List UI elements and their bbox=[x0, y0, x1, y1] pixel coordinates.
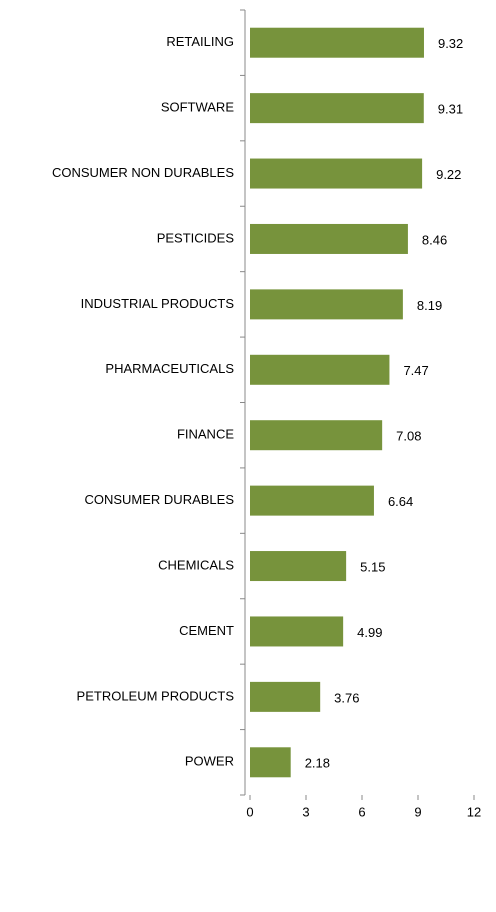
y-tick-label: CHEMICALS bbox=[158, 557, 234, 572]
y-tick-label: CEMENT bbox=[179, 623, 234, 638]
y-tick-label: POWER bbox=[185, 754, 234, 769]
bar bbox=[250, 616, 344, 647]
bar bbox=[250, 681, 321, 712]
bar bbox=[250, 747, 291, 778]
value-label: 8.46 bbox=[422, 232, 447, 247]
bar bbox=[250, 27, 424, 58]
y-tick-label: PESTICIDES bbox=[157, 230, 235, 245]
y-tick-label: PHARMACEUTICALS bbox=[105, 361, 234, 376]
x-tick-label: 6 bbox=[358, 804, 365, 819]
y-tick-label: CONSUMER DURABLES bbox=[84, 492, 234, 507]
y-tick-label: FINANCE bbox=[177, 427, 234, 442]
y-tick-label: PETROLEUM PRODUCTS bbox=[77, 688, 235, 703]
bar bbox=[250, 223, 408, 254]
bar bbox=[250, 93, 424, 124]
bar bbox=[250, 354, 390, 385]
value-label: 6.64 bbox=[388, 494, 413, 509]
value-label: 9.22 bbox=[436, 167, 461, 182]
y-tick-label: SOFTWARE bbox=[161, 100, 235, 115]
y-tick-label: RETAILING bbox=[166, 34, 234, 49]
y-tick-label: INDUSTRIAL PRODUCTS bbox=[81, 296, 235, 311]
x-tick-label: 9 bbox=[414, 804, 421, 819]
x-tick-label: 12 bbox=[467, 804, 481, 819]
bar bbox=[250, 420, 383, 451]
value-label: 5.15 bbox=[360, 559, 385, 574]
bar bbox=[250, 485, 374, 516]
x-tick-label: 0 bbox=[246, 804, 253, 819]
value-label: 2.18 bbox=[305, 756, 330, 771]
y-tick-label: CONSUMER NON DURABLES bbox=[52, 165, 234, 180]
bar bbox=[250, 289, 403, 320]
bar bbox=[250, 158, 423, 189]
x-tick-label: 3 bbox=[302, 804, 309, 819]
value-label: 7.47 bbox=[403, 363, 428, 378]
value-label: 7.08 bbox=[396, 429, 421, 444]
value-label: 3.76 bbox=[334, 690, 359, 705]
value-label: 4.99 bbox=[357, 625, 382, 640]
value-label: 8.19 bbox=[417, 298, 442, 313]
value-label: 9.32 bbox=[438, 36, 463, 51]
value-label: 9.31 bbox=[438, 102, 463, 117]
bar bbox=[250, 551, 347, 582]
